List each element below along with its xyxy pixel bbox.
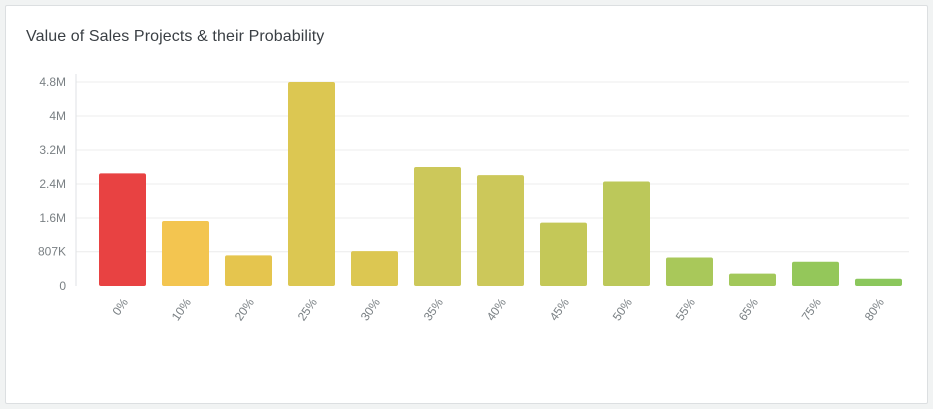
bar-45pct[interactable] <box>540 222 587 286</box>
bar-35pct[interactable] <box>414 167 461 286</box>
bar-20pct[interactable] <box>225 255 272 286</box>
bar-75pct[interactable] <box>792 261 839 286</box>
x-tick-label: 50% <box>610 295 635 323</box>
x-tick-label: 45% <box>547 295 572 323</box>
y-tick-label: 0 <box>59 279 66 293</box>
bar-0pct[interactable] <box>99 173 146 286</box>
bar-80pct[interactable] <box>855 278 902 286</box>
bar-chart: 0 807K 1.6M 2.4M 3.2M 4M 4.8M 0% 10% 20% 25% 30% 35… <box>38 74 909 323</box>
chart-card: Value of Sales Projects & their Probabil… <box>5 5 928 404</box>
y-tick-label: 3.2M <box>39 143 66 157</box>
y-tick-label: 807K <box>38 245 66 259</box>
y-tick-label: 2.4M <box>39 177 66 191</box>
x-tick-label: 30% <box>358 295 383 323</box>
x-tick-label: 75% <box>799 295 824 323</box>
bar-30pct[interactable] <box>351 251 398 286</box>
x-tick-label: 20% <box>232 295 257 323</box>
bars <box>99 82 902 286</box>
y-tick-label: 4.8M <box>39 75 66 89</box>
x-axis-ticks: 0% 10% 20% 25% 30% 35% 40% 45% 50% 55% 65% 75% 80% <box>110 295 888 323</box>
x-tick-label: 40% <box>484 295 509 323</box>
chart-title: Value of Sales Projects & their Probabil… <box>26 28 325 45</box>
bar-10pct[interactable] <box>162 220 209 286</box>
y-axis-ticks: 0 807K 1.6M 2.4M 3.2M 4M 4.8M <box>38 75 66 293</box>
x-tick-label: 80% <box>862 295 887 323</box>
y-tick-label: 4M <box>49 109 66 123</box>
x-tick-label: 10% <box>169 295 194 323</box>
bar-40pct[interactable] <box>477 175 524 286</box>
bar-55pct[interactable] <box>666 257 713 286</box>
x-tick-label: 65% <box>736 295 761 323</box>
x-tick-label: 55% <box>673 295 698 323</box>
x-tick-label: 35% <box>421 295 446 323</box>
bar-65pct[interactable] <box>729 273 776 286</box>
y-tick-label: 1.6M <box>39 211 66 225</box>
x-tick-label: 25% <box>295 295 320 323</box>
bar-25pct[interactable] <box>288 82 335 286</box>
x-tick-label: 0% <box>110 295 132 318</box>
bar-50pct[interactable] <box>603 181 650 286</box>
